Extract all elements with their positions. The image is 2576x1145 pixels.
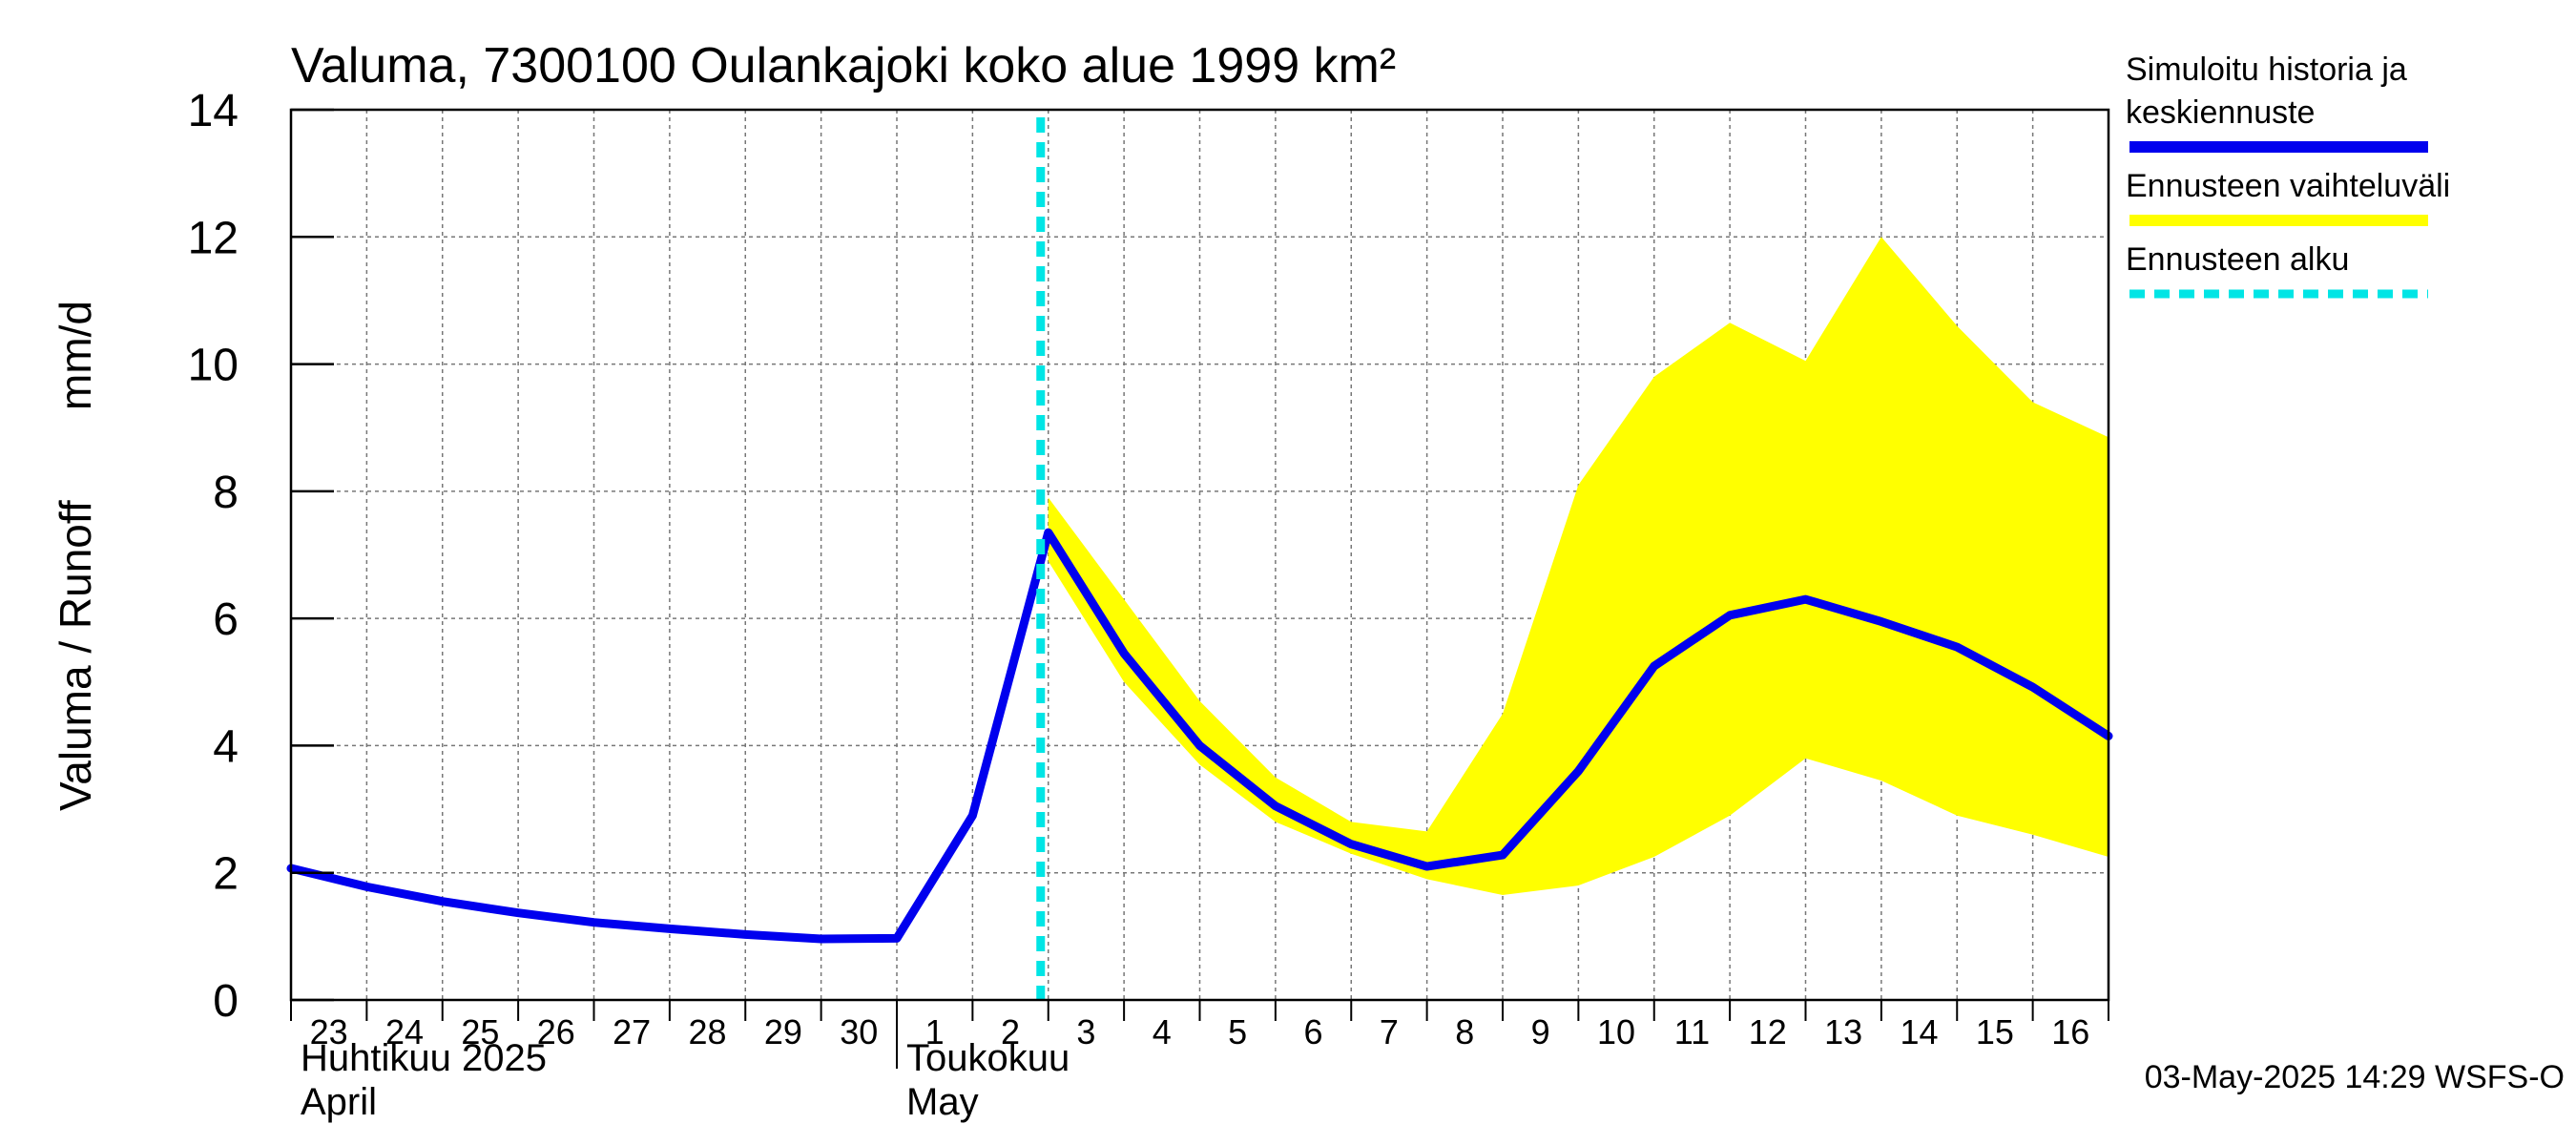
x-tick-label: 30 bbox=[840, 1012, 878, 1051]
y-tick-label: 8 bbox=[213, 468, 239, 518]
chart-title: Valuma, 7300100 Oulankajoki koko alue 19… bbox=[291, 38, 1396, 94]
x-tick-label: 25 bbox=[461, 1012, 499, 1051]
x-tick-label: 7 bbox=[1380, 1012, 1399, 1051]
x-tick-label: 11 bbox=[1674, 1012, 1710, 1051]
legend-label: keskiennuste bbox=[2126, 94, 2315, 131]
y-tick-label: 14 bbox=[188, 86, 239, 136]
x-tick-label: 27 bbox=[613, 1012, 651, 1051]
x-tick-label: 13 bbox=[1824, 1012, 1862, 1051]
month-label-fi: Huhtikuu 2025 bbox=[301, 1037, 547, 1079]
x-tick-label: 12 bbox=[1749, 1012, 1787, 1051]
x-tick-label: 8 bbox=[1455, 1012, 1474, 1051]
series-lines bbox=[286, 528, 2113, 944]
x-tick-label: 3 bbox=[1076, 1012, 1095, 1051]
x-tick-label: 14 bbox=[1901, 1012, 1939, 1051]
forecast-range-band bbox=[1048, 237, 2109, 896]
x-tick-label: 10 bbox=[1597, 1012, 1635, 1051]
month-label-en: April bbox=[301, 1081, 377, 1123]
x-tick-label: 6 bbox=[1304, 1012, 1323, 1051]
x-tick-label: 26 bbox=[537, 1012, 575, 1051]
y-tick-labels: 0 2 4 6 8 10 12 14 bbox=[188, 86, 334, 1027]
x-tick-label: 9 bbox=[1531, 1012, 1550, 1051]
footer-timestamp: 03-May-2025 14:29 WSFS-O bbox=[2145, 1059, 2565, 1095]
series-line-0 bbox=[286, 528, 2113, 944]
legend-label: Simuloitu historia ja bbox=[2126, 52, 2407, 88]
x-tick-label: 5 bbox=[1228, 1012, 1247, 1051]
month-label-fi: Toukokuu bbox=[906, 1037, 1070, 1079]
x-tick-labels: 23 24 25 26 27 28 29 30 1 2 3 4 5 6 7 8 9 10 11 12 13 14 15 16 bbox=[290, 1000, 2109, 1051]
y-tick-label: 4 bbox=[213, 721, 239, 772]
y-tick-label: 2 bbox=[213, 849, 239, 900]
x-tick-label: 15 bbox=[1976, 1012, 2014, 1051]
x-tick-label: 29 bbox=[764, 1012, 802, 1051]
x-tick-label: 1 bbox=[925, 1012, 945, 1051]
x-tick-label: 24 bbox=[385, 1012, 424, 1051]
month-label-en: May bbox=[906, 1081, 979, 1123]
x-tick-label: 4 bbox=[1153, 1012, 1172, 1051]
y-tick-label: 6 bbox=[213, 594, 239, 645]
legend-label: Ennusteen vaihteluväli bbox=[2126, 168, 2450, 204]
y-tick-label: 0 bbox=[213, 976, 239, 1027]
y-tick-label: 10 bbox=[188, 341, 239, 391]
y-axis-unit: mm/d bbox=[51, 301, 100, 410]
x-tick-label: 23 bbox=[310, 1012, 348, 1051]
forecast-range-area bbox=[1048, 237, 2109, 896]
x-tick-label: 28 bbox=[689, 1012, 727, 1051]
x-tick-label: 16 bbox=[2051, 1012, 2089, 1051]
y-axis-label: Valuma / Runoff mm/d bbox=[51, 301, 100, 811]
legend-label: Ennusteen alku bbox=[2126, 241, 2349, 278]
y-tick-label: 12 bbox=[188, 213, 239, 263]
y-axis-label-text: Valuma / Runoff bbox=[51, 500, 100, 811]
x-tick-label: 2 bbox=[1001, 1012, 1020, 1051]
legend: Simuloitu historia ja keskiennuste Ennuste… bbox=[2126, 52, 2450, 299]
